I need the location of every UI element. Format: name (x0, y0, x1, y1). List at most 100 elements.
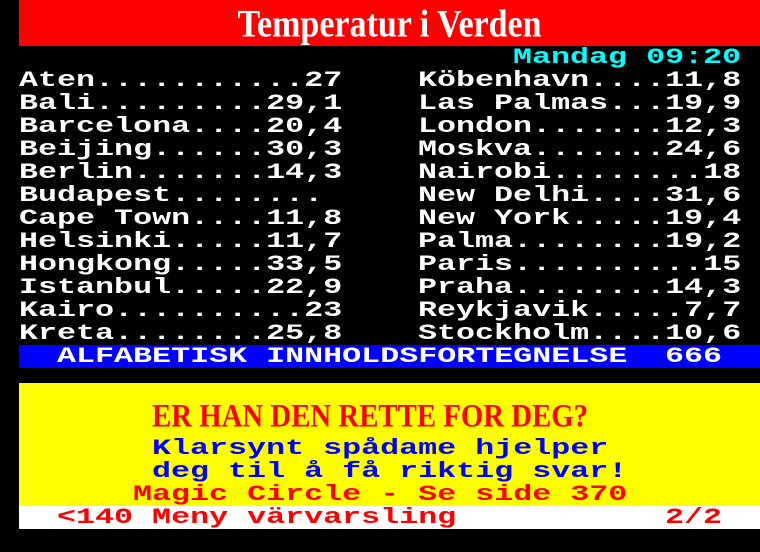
ad-panel (19, 383, 760, 506)
ad-headline: ER HAN DEN RETTE FOR DEG? (152, 398, 589, 435)
dot-leader: ..... (171, 275, 267, 300)
city-row: Kreta........25,8 (19, 322, 342, 345)
city-row: New York.....19,4 (418, 207, 741, 230)
temperature-value: 15 (703, 252, 742, 277)
city-row: Kairo..........23 (19, 299, 342, 322)
city-row: Helsinki.....11,7 (19, 230, 342, 253)
city-name: Berlin (19, 160, 134, 185)
city-row: London.......12,3 (418, 115, 741, 138)
city-name: Barcelona (19, 114, 191, 139)
temperature-value: 33,5 (266, 252, 343, 277)
dot-leader: ........ (551, 160, 704, 185)
dot-leader: ........ (513, 275, 666, 300)
city-row: Beijing......30,3 (19, 138, 342, 161)
city-name: New Delhi (418, 183, 590, 208)
city-row: Aten...........27 (19, 69, 342, 92)
city-name: London (418, 114, 533, 139)
temperature-value: 25,8 (266, 321, 343, 346)
dot-leader: ........... (95, 68, 305, 93)
temperature-value: 10,6 (665, 321, 742, 346)
dot-leader: ......... (95, 91, 267, 116)
temperature-value: 18 (703, 160, 742, 185)
city-name: Reykjavik (418, 298, 590, 323)
dot-leader: .... (589, 183, 666, 208)
page-counter: 2/2 (665, 505, 723, 530)
dot-leader: .... (190, 114, 267, 139)
temperature-value: 14,3 (266, 160, 343, 185)
city-row: Stockholm....10,6 (418, 322, 741, 345)
city-row: Berlin.......14,3 (19, 161, 342, 184)
index-bar[interactable] (19, 345, 760, 368)
dot-leader: ....... (532, 137, 666, 162)
dot-leader: ..... (171, 229, 267, 254)
city-name: Moskva (418, 137, 533, 162)
city-row: Reykjavik.....7,7 (418, 299, 741, 322)
temperature-value: 27 (304, 68, 343, 93)
dot-leader: ..... (570, 206, 666, 231)
temperature-value: 19,9 (665, 91, 742, 116)
temperature-value: 22,9 (266, 275, 343, 300)
temperature-value: 20,4 (266, 114, 343, 139)
title-bar: Temperatur i Verden (19, 0, 760, 46)
city-row: Budapest........ (19, 184, 323, 207)
ad-line-2: deg til å få riktig svar! (152, 459, 628, 484)
temperature-value: 12,3 (665, 114, 742, 139)
city-row: Bali.........29,1 (19, 92, 342, 115)
dot-leader: ........ (114, 321, 267, 346)
temperature-value: 29,1 (266, 91, 343, 116)
city-name: Cape Town (19, 206, 191, 231)
ad-line-3[interactable]: Magic Circle - Se side 370 (133, 482, 628, 507)
city-name: Helsinki (19, 229, 172, 254)
footer-nav-link[interactable]: <140 Meny värvarsling (57, 505, 457, 530)
city-name: New York (418, 206, 571, 231)
temperature-value: 23 (304, 298, 343, 323)
dot-leader: ..... (171, 252, 267, 277)
city-row: Paris..........15 (418, 253, 741, 276)
temperature-value: 31,6 (665, 183, 742, 208)
dot-leader: ....... (133, 160, 267, 185)
temperature-value: 24,6 (665, 137, 742, 162)
city-name: Kairo (19, 298, 115, 323)
city-name: Las Palmas (418, 91, 609, 116)
dot-leader: .... (589, 321, 666, 346)
city-name: Palma (418, 229, 514, 254)
city-name: Praha (418, 275, 514, 300)
dot-leader: ...... (152, 137, 267, 162)
page-title: Temperatur i Verden (237, 3, 542, 46)
dot-leader: .......... (114, 298, 305, 323)
city-name: Aten (19, 68, 96, 93)
temperature-value: 19,4 (665, 206, 742, 231)
dot-leader: .......... (513, 252, 704, 277)
city-name: Nairobi (418, 160, 552, 185)
city-row: Barcelona....20,4 (19, 115, 342, 138)
city-row: Köbenhavn....11,8 (418, 69, 741, 92)
dot-leader: ........ (513, 229, 666, 254)
dot-leader: .... (190, 206, 267, 231)
index-page[interactable]: 666 (665, 344, 723, 369)
city-row: Palma........19,2 (418, 230, 741, 253)
city-name: Paris (418, 252, 514, 277)
city-row: Cape Town....11,8 (19, 207, 342, 230)
city-name: Istanbul (19, 275, 172, 300)
dot-leader: ... (608, 91, 666, 116)
city-row: New Delhi....31,6 (418, 184, 741, 207)
city-row: Istanbul.....22,9 (19, 276, 342, 299)
temperature-value: 14,3 (665, 275, 742, 300)
datetime: Mandag 09:20 (513, 45, 742, 70)
city-row: Hongkong.....33,5 (19, 253, 342, 276)
temperature-value: 11,8 (665, 68, 742, 93)
city-name: Beijing (19, 137, 153, 162)
temperature-value: 11,7 (266, 229, 343, 254)
city-name: Budapest (19, 183, 172, 208)
dot-leader: .... (589, 68, 666, 93)
temperature-value: 19,2 (665, 229, 742, 254)
city-name: Stockholm (418, 321, 590, 346)
city-name: Köbenhavn (418, 68, 590, 93)
city-row: Nairobi........18 (418, 161, 741, 184)
city-name: Kreta (19, 321, 115, 346)
index-label[interactable]: ALFABETISK INNHOLDSFORTEGNELSE (57, 344, 628, 369)
footer-bar (19, 506, 760, 529)
dot-leader: ..... (589, 298, 685, 323)
temperature-value: 30,3 (266, 137, 343, 162)
